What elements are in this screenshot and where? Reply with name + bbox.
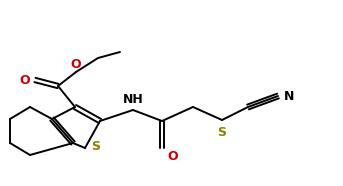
Text: O: O — [71, 58, 81, 71]
Text: S: S — [91, 140, 100, 153]
Text: O: O — [167, 150, 178, 163]
Text: S: S — [217, 126, 226, 139]
Text: N: N — [284, 89, 294, 102]
Text: NH: NH — [123, 93, 143, 106]
Text: O: O — [19, 73, 30, 86]
